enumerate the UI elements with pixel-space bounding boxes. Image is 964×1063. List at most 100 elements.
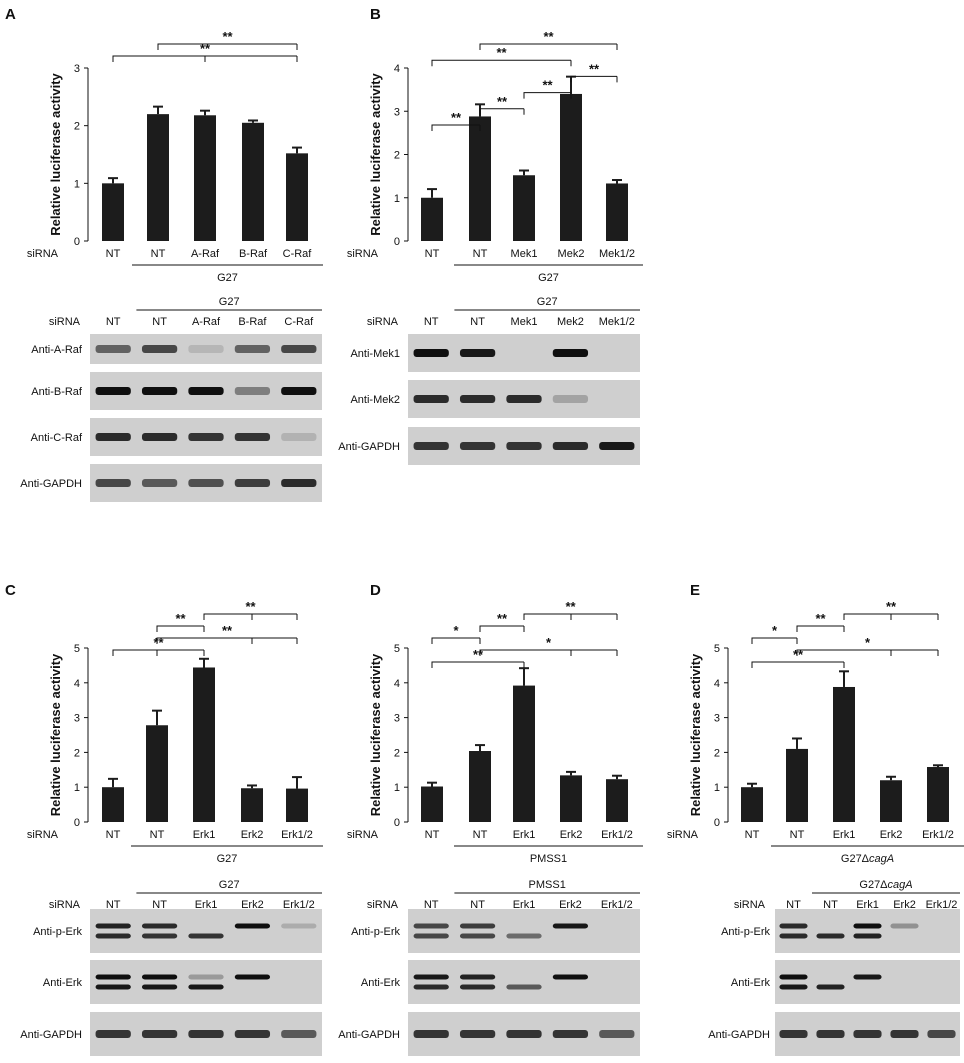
blot-d-band: [599, 1030, 635, 1038]
blot-d-band: [459, 1030, 496, 1038]
blot-a-group-label-main: G27: [219, 296, 240, 308]
chart-b-bar: [513, 175, 535, 241]
blot-a-band: [188, 345, 224, 353]
blot-a-sirna-label: siRNA: [49, 316, 81, 328]
chart-c-sirna-label: siRNA: [27, 829, 59, 841]
blot-b-group-label-main: G27: [537, 296, 558, 308]
blot-d-band: [413, 1030, 449, 1038]
chart-a-bar: [286, 153, 308, 241]
chart-d-sirna-label: siRNA: [347, 829, 379, 841]
chart-e-significance-label: **: [815, 611, 826, 626]
blot-a-band: [281, 433, 317, 441]
blot-c-band: [188, 984, 224, 990]
chart-c-y-tick-label: 4: [74, 678, 80, 690]
chart-b-significance-label: **: [497, 94, 508, 109]
chart-a-significance-bracket: [157, 43, 297, 50]
chart-a-significance-label: **: [222, 29, 233, 44]
chart-d-group-label-main: PMSS1: [530, 853, 567, 865]
blot-b-band: [459, 349, 496, 357]
chart-d-significance-label: **: [565, 599, 576, 614]
chart-a-y-axis-label: Relative luciferase activity: [48, 72, 63, 235]
blot-a-row-label: Anti-A-Raf: [31, 344, 83, 356]
chart-a-y-tick-label: 0: [74, 236, 80, 248]
blot-d-band: [413, 974, 449, 980]
blot-c-band: [95, 974, 131, 980]
chart-d-y-tick-label: 0: [394, 817, 400, 829]
blot-a-lane-label: C-Raf: [284, 316, 314, 328]
chart-d-y-axis-label: Relative luciferase activity: [368, 653, 383, 816]
blot-b-band: [413, 395, 449, 403]
blot-a-row-label: Anti-C-Raf: [31, 432, 83, 444]
blot-e-sirna-label: siRNA: [734, 899, 766, 911]
chart-b-category-label: Mek2: [558, 248, 585, 260]
blot-e-band: [890, 1030, 919, 1038]
chart-d-significance-bracket: [479, 649, 617, 656]
chart-c-y-axis-label: Relative luciferase activity: [48, 653, 63, 816]
blot-b-band: [552, 442, 589, 450]
chart-d-significance-bracket: [479, 625, 524, 632]
chart-c-bar: [241, 788, 263, 822]
chart-b-sirna-label: siRNA: [347, 248, 379, 260]
chart-d-bar: [606, 779, 628, 822]
blot-a-band: [234, 479, 271, 487]
blot-e-band: [816, 984, 845, 990]
blot-d-membrane: [408, 960, 640, 1004]
blot-d-band: [506, 984, 542, 990]
chart-e-category-label: Erk1: [833, 829, 856, 841]
blot-a-group-label: G27: [219, 296, 240, 308]
blot-b-band: [552, 395, 589, 403]
chart-e-significance-bracket: [751, 637, 797, 644]
blot-a-lane-label: NT: [106, 316, 121, 328]
blot-c-band: [234, 974, 271, 980]
panel-letter-e: E: [690, 582, 701, 599]
chart-b-group-label: G27: [538, 272, 559, 284]
blot-d-membrane: [408, 909, 640, 953]
blot-d-band: [552, 974, 589, 980]
chart-b-category-label: NT: [473, 248, 488, 260]
blot-a-band: [95, 387, 131, 395]
chart-c-significance-bracket: [112, 649, 204, 656]
blot-b-lane-label: Mek1/2: [599, 316, 635, 328]
chart-e-category-label: Erk2: [880, 829, 903, 841]
blot-a-row-label: Anti-B-Raf: [31, 386, 83, 398]
blot-d-row-label: Anti-GAPDH: [338, 1029, 400, 1041]
chart-a-category-label: NT: [106, 248, 121, 260]
chart-b-y-tick-label: 2: [394, 150, 400, 162]
chart-d-category-label: Erk1/2: [601, 829, 633, 841]
chart-d-category-label: NT: [425, 829, 440, 841]
blot-e-band: [927, 1030, 956, 1038]
chart-e-significance-bracket: [843, 613, 938, 620]
chart-a-bar: [194, 115, 216, 241]
blot-d-row-label: Anti-Erk: [361, 977, 401, 989]
chart-c-y-tick-label: 5: [74, 643, 80, 655]
blot-a-band: [188, 387, 224, 395]
chart-d-significance-bracket: [523, 613, 617, 620]
chart-c-significance-label: **: [245, 599, 256, 614]
chart-d-bar: [560, 775, 582, 822]
blot-c-group-label: G27: [219, 879, 240, 891]
chart-c-y-tick-label: 3: [74, 713, 80, 725]
chart-c-bar: [102, 787, 124, 822]
blot-e-lane-label: NT: [786, 899, 801, 911]
chart-e-group-label-main: G27Δ: [841, 853, 870, 865]
blot-a-band: [234, 345, 271, 353]
chart-e-y-tick-label: 4: [714, 678, 720, 690]
blot-e-band: [779, 923, 808, 929]
chart-a-group-label: G27: [217, 272, 238, 284]
chart-e-significance-label: **: [886, 599, 897, 614]
chart-a-bar: [102, 183, 124, 241]
panel-letter-d: D: [370, 582, 381, 599]
panel-letter-a: A: [5, 6, 16, 23]
chart-a-group-label-main: G27: [217, 272, 238, 284]
chart-a-sirna-label: siRNA: [27, 248, 59, 260]
chart-e-y-tick-label: 5: [714, 643, 720, 655]
blot-b-band: [506, 442, 542, 450]
chart-e-y-tick-label: 3: [714, 713, 720, 725]
blot-c-band: [188, 1030, 224, 1038]
blot-c-band: [95, 923, 131, 929]
blot-b-row-label: Anti-Mek2: [350, 394, 400, 406]
chart-c-y-tick-label: 0: [74, 817, 80, 829]
blot-d-lane-label: NT: [470, 899, 485, 911]
chart-d-significance-bracket: [431, 637, 480, 644]
blot-c-membrane: [90, 960, 322, 1004]
